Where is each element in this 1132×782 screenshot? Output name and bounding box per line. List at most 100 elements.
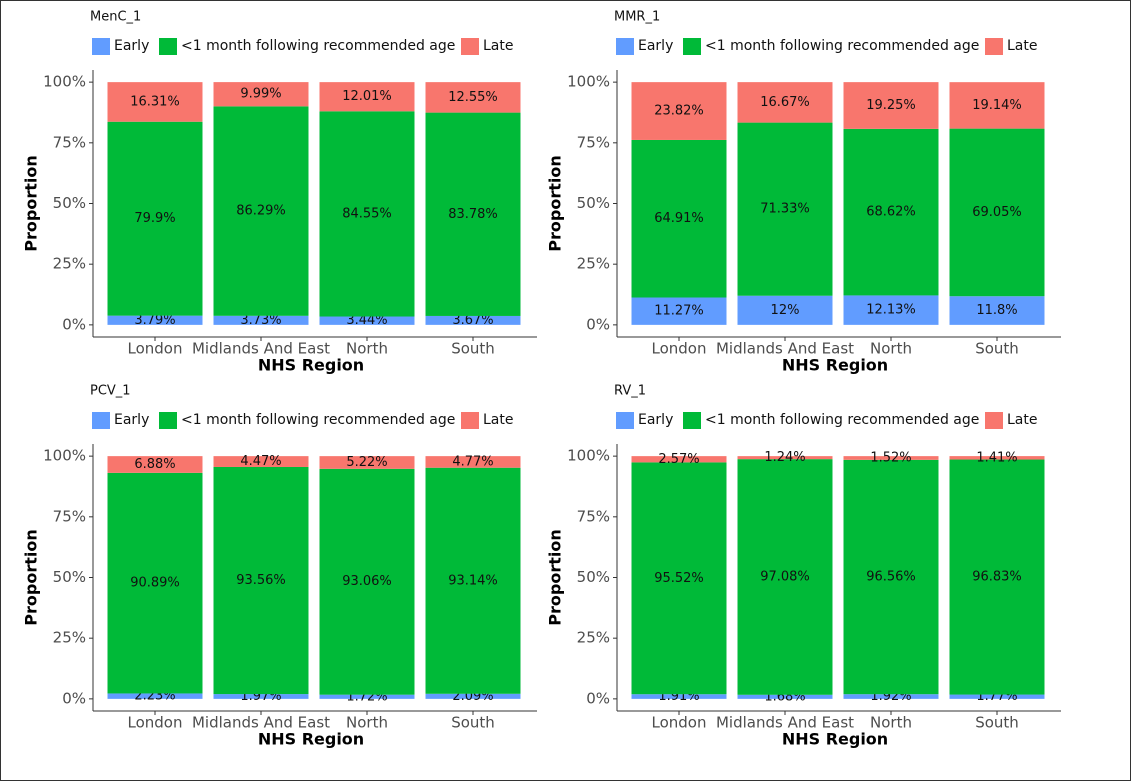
- value-label: 69.05%: [972, 205, 1022, 220]
- bar-segment: [213, 315, 309, 325]
- x-tick-label: Midlands And East: [716, 714, 854, 732]
- bar-segment: [843, 456, 939, 460]
- x-tick-label: North: [346, 340, 388, 358]
- bar-segment: [213, 82, 309, 107]
- bar-segment: [425, 456, 521, 468]
- x-tick-label: Midlands And East: [192, 714, 330, 732]
- legend-label: Late: [1007, 412, 1037, 428]
- x-tick-label: South: [975, 714, 1019, 732]
- bar-segment: [425, 82, 521, 113]
- legend-label: <1 month following recommended age: [705, 38, 979, 54]
- legend-swatch: [683, 38, 701, 55]
- x-tick-label: London: [128, 714, 183, 732]
- value-label: 12.13%: [866, 303, 916, 318]
- value-label: 3.44%: [346, 313, 387, 328]
- value-label: 3.79%: [134, 313, 175, 328]
- value-label: 11.27%: [654, 304, 704, 319]
- panel-title: PCV_1: [90, 384, 131, 399]
- bar-segment: [843, 295, 939, 325]
- value-label: 4.47%: [240, 454, 281, 469]
- bar-segment: [425, 315, 521, 325]
- y-tick-label: 25%: [577, 255, 610, 273]
- value-label: 96.56%: [866, 570, 916, 585]
- value-label: 64.91%: [654, 211, 704, 226]
- y-axis-title: Proportion: [22, 155, 41, 251]
- value-label: 1.24%: [764, 450, 805, 465]
- legend-swatch: [92, 38, 110, 55]
- x-tick-label: London: [652, 714, 707, 732]
- bar-segment: [737, 456, 833, 460]
- value-label: 19.14%: [972, 98, 1022, 113]
- bar-segment: [319, 82, 415, 112]
- x-tick-label: South: [975, 340, 1019, 358]
- value-label: 4.77%: [452, 454, 493, 469]
- x-tick-label: Midlands And East: [192, 340, 330, 358]
- value-label: 93.56%: [236, 573, 286, 588]
- bar-segment: [631, 462, 727, 695]
- bar-segment: [213, 694, 309, 699]
- value-label: 93.14%: [448, 573, 498, 588]
- x-axis-title: NHS Region: [782, 730, 888, 749]
- bar-segment: [425, 467, 521, 694]
- legend-swatch: [616, 38, 634, 55]
- y-tick-label: 0%: [586, 315, 610, 333]
- bar-segment: [843, 128, 939, 296]
- bar-segment: [107, 121, 203, 316]
- y-axis-title: Proportion: [546, 529, 565, 625]
- legend-label: <1 month following recommended age: [705, 412, 979, 428]
- legend-label: Late: [483, 38, 513, 54]
- value-label: 11.8%: [976, 303, 1017, 318]
- bar-segment: [737, 295, 833, 325]
- legend-swatch: [985, 412, 1003, 429]
- value-label: 96.83%: [972, 570, 1022, 585]
- y-tick-label: 50%: [577, 568, 610, 586]
- bar-segment: [319, 456, 415, 469]
- bar-segment: [319, 111, 415, 317]
- value-label: 23.82%: [654, 104, 704, 119]
- legend-swatch: [683, 412, 701, 429]
- x-axis-title: NHS Region: [258, 356, 364, 375]
- legend-label: Early: [638, 38, 673, 54]
- bar-segment: [107, 82, 203, 122]
- value-label: 90.89%: [130, 576, 180, 591]
- x-tick-label: London: [128, 340, 183, 358]
- legend-swatch: [616, 412, 634, 429]
- y-tick-label: 25%: [53, 629, 86, 647]
- value-label: 1.41%: [976, 450, 1017, 465]
- bar-segment: [843, 82, 939, 129]
- bar-segment: [949, 296, 1045, 325]
- legend-label: <1 month following recommended age: [181, 412, 455, 428]
- x-tick-label: London: [652, 340, 707, 358]
- panel-title: MMR_1: [614, 10, 660, 25]
- bar-segment: [107, 472, 203, 694]
- value-label: 16.67%: [760, 95, 810, 110]
- y-tick-label: 100%: [567, 447, 610, 465]
- y-tick-label: 75%: [53, 133, 86, 151]
- value-label: 86.29%: [236, 204, 286, 219]
- legend-label: Early: [638, 412, 673, 428]
- y-tick-label: 50%: [53, 568, 86, 586]
- y-tick-label: 0%: [62, 315, 86, 333]
- bar-segment: [631, 139, 727, 298]
- bar-segment: [425, 693, 521, 699]
- bar-segment: [949, 456, 1045, 460]
- y-tick-label: 75%: [577, 133, 610, 151]
- value-label: 6.88%: [134, 457, 175, 472]
- value-label: 9.99%: [240, 87, 281, 102]
- bar-segment: [949, 128, 1045, 297]
- value-label: 5.22%: [346, 455, 387, 470]
- value-label: 71.33%: [760, 202, 810, 217]
- value-label: 1.52%: [870, 450, 911, 465]
- bar-segment: [107, 315, 203, 325]
- x-tick-label: Midlands And East: [716, 340, 854, 358]
- bar-segment: [213, 106, 309, 316]
- value-label: 79.9%: [134, 211, 175, 226]
- bar-segment: [843, 694, 939, 699]
- value-label: 16.31%: [130, 94, 180, 109]
- x-tick-label: South: [451, 714, 495, 732]
- bar-segment: [631, 82, 727, 140]
- legend-label: <1 month following recommended age: [181, 38, 455, 54]
- bar-segment: [737, 459, 833, 695]
- value-label: 12%: [771, 303, 800, 318]
